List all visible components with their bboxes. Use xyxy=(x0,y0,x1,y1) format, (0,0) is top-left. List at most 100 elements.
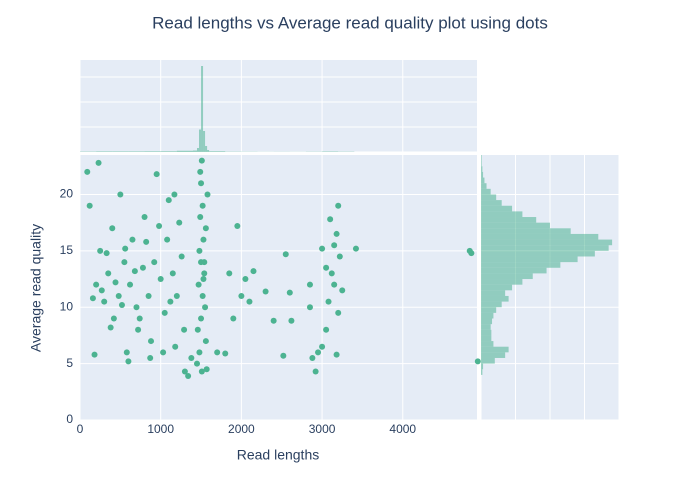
x-tick-label: 1000 xyxy=(147,422,174,436)
y-tick-label: 10 xyxy=(60,299,74,313)
hist-bar xyxy=(481,205,513,212)
dot xyxy=(86,202,93,209)
dot xyxy=(164,236,171,243)
dot xyxy=(270,317,277,324)
hist-bar xyxy=(481,194,497,201)
dot xyxy=(250,268,257,275)
dot xyxy=(262,288,269,295)
dot xyxy=(306,304,313,311)
dot xyxy=(148,338,155,345)
dot xyxy=(197,214,204,221)
y-tick-label: 20 xyxy=(60,187,74,201)
dot xyxy=(319,245,326,252)
dot xyxy=(319,343,326,350)
dot xyxy=(200,276,207,283)
hist-bar xyxy=(481,217,537,223)
dot xyxy=(181,326,188,333)
dot xyxy=(198,259,205,266)
dot xyxy=(198,157,205,164)
hist-bar xyxy=(192,150,198,152)
dot xyxy=(328,270,335,277)
dot xyxy=(222,350,229,357)
dot xyxy=(238,292,245,299)
dot xyxy=(197,168,204,175)
dot xyxy=(214,349,221,356)
hist-bar xyxy=(209,151,226,152)
dot xyxy=(169,270,176,277)
hist-bar xyxy=(481,160,482,167)
hist-bar xyxy=(481,262,561,268)
y-tick-label: 0 xyxy=(66,412,73,426)
dot xyxy=(194,326,201,333)
hist-bar xyxy=(207,150,210,152)
hist-bar xyxy=(481,335,492,342)
hist-bar xyxy=(201,66,204,152)
dot xyxy=(171,191,178,198)
dot xyxy=(109,225,116,232)
hist-bar xyxy=(481,183,487,189)
hist-bar xyxy=(203,131,206,152)
dot xyxy=(226,270,233,277)
hist-bar xyxy=(96,151,113,152)
dot xyxy=(165,197,172,204)
dot xyxy=(136,315,143,322)
dot xyxy=(167,298,174,305)
hist-bar xyxy=(481,357,495,364)
hist-bar xyxy=(481,228,571,234)
dot xyxy=(107,324,114,331)
dot xyxy=(131,268,138,275)
hist-bar xyxy=(481,171,484,178)
dot xyxy=(89,295,96,302)
dot xyxy=(474,358,481,365)
hist-bar xyxy=(481,233,599,240)
dot xyxy=(118,301,125,308)
dot xyxy=(309,354,316,361)
dot xyxy=(122,245,129,252)
dot xyxy=(135,326,142,333)
hist-bar xyxy=(481,324,491,330)
hist-bar xyxy=(481,155,482,161)
hist-bar xyxy=(481,188,491,195)
dot xyxy=(198,368,205,375)
dot xyxy=(123,349,130,356)
dot xyxy=(202,304,209,311)
dot xyxy=(246,298,253,305)
dot xyxy=(202,338,209,345)
hist-bar xyxy=(197,148,200,152)
dot xyxy=(176,219,183,226)
hist-bar xyxy=(481,239,613,246)
hist-bar xyxy=(128,151,145,152)
hist-bar xyxy=(481,245,609,251)
hist-bar xyxy=(481,166,483,172)
hist-bar xyxy=(199,129,202,152)
hist-bar xyxy=(144,151,161,152)
plot-area xyxy=(80,155,477,420)
dot xyxy=(234,223,241,230)
dot xyxy=(199,202,206,209)
dot xyxy=(178,253,185,260)
hist-bar xyxy=(481,267,547,274)
hist-bar xyxy=(481,284,513,291)
hist-bar xyxy=(481,352,506,358)
dot xyxy=(98,287,105,294)
hist-bar xyxy=(481,318,493,325)
dot xyxy=(195,281,202,288)
x-tick-label: 0 xyxy=(77,422,84,436)
dot xyxy=(323,264,330,271)
dot xyxy=(339,287,346,294)
dot xyxy=(200,236,207,243)
dot xyxy=(306,281,313,288)
dot xyxy=(196,247,203,254)
x-tick-label: 3000 xyxy=(309,422,336,436)
dot xyxy=(103,250,110,257)
dot xyxy=(230,315,237,322)
dot xyxy=(117,191,124,198)
dot xyxy=(91,351,98,358)
dot xyxy=(203,366,210,373)
dot xyxy=(282,251,289,258)
dot xyxy=(333,230,340,237)
dot xyxy=(145,292,152,299)
dot xyxy=(336,253,343,260)
hist-bar xyxy=(481,200,502,206)
dot xyxy=(198,180,205,187)
